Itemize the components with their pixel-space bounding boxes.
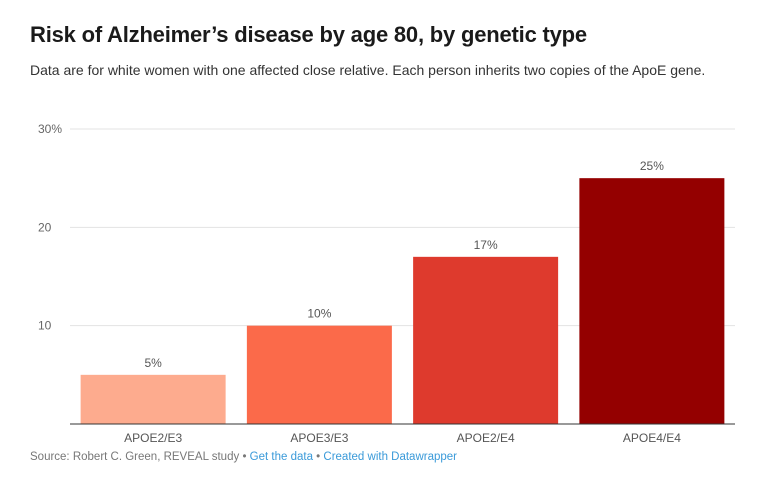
- data-label: 17%: [474, 238, 498, 252]
- y-tick-label: 30%: [38, 122, 62, 136]
- x-tick-label: APOE2/E4: [457, 431, 515, 445]
- data-label: 5%: [144, 356, 162, 370]
- footer-separator: •: [316, 451, 321, 463]
- data-label: 25%: [640, 159, 664, 173]
- bar-chart: 10 20 30% 5% APOE2/E3 10% APOE3/E3 17% APOE2/E4 2…: [38, 122, 735, 445]
- bar: [579, 178, 725, 424]
- bar: [80, 374, 226, 424]
- y-tick-label: 20: [38, 220, 52, 234]
- x-tick-label: APOE3/E3: [290, 431, 348, 445]
- data-label: 10%: [307, 307, 331, 321]
- source-text: Source: Robert C. Green, REVEAL study: [30, 451, 240, 463]
- footer-separator: •: [242, 451, 247, 463]
- chart-title: Risk of Alzheimer’s disease by age 80, b…: [30, 22, 587, 47]
- chart-subtitle: Data are for white women with one affect…: [30, 62, 706, 78]
- datawrapper-link[interactable]: Created with Datawrapper: [323, 451, 457, 463]
- x-tick-label: APOE2/E3: [124, 431, 182, 445]
- bar: [246, 325, 392, 424]
- y-tick-label: 10: [38, 319, 52, 333]
- x-tick-label: APOE4/E4: [623, 431, 681, 445]
- bar: [413, 256, 559, 424]
- chart-footer: Source: Robert C. Green, REVEAL study • …: [30, 451, 457, 463]
- get-data-link[interactable]: Get the data: [249, 451, 313, 463]
